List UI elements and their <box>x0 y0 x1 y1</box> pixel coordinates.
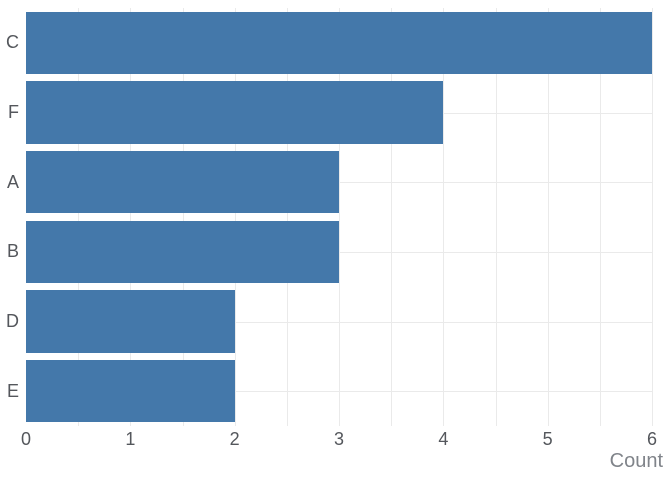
x-tick-label: 1 <box>125 429 136 449</box>
gridline-vertical <box>130 8 132 426</box>
gridline-horizontal <box>26 182 652 184</box>
gridline-vertical <box>182 8 184 426</box>
x-tick-label: 6 <box>646 429 657 449</box>
gridline-vertical <box>443 8 445 426</box>
x-tick-label: 2 <box>229 429 240 449</box>
y-tick-label: F <box>8 102 19 122</box>
y-tick-label: B <box>6 241 19 262</box>
x-axis-title: Count <box>609 450 663 472</box>
gridline-vertical <box>339 8 340 426</box>
x-tick-label: 4 <box>438 429 449 449</box>
gridline-vertical <box>599 8 601 426</box>
gridline-horizontal <box>26 391 652 393</box>
bar-F <box>26 81 444 144</box>
gridline-horizontal <box>26 321 652 323</box>
gridline-vertical <box>547 8 549 426</box>
gridline-vertical <box>286 8 288 426</box>
y-tick-label: E <box>6 380 19 401</box>
gridline-horizontal <box>26 251 652 253</box>
bar-C <box>26 11 652 75</box>
bar-D <box>26 290 235 353</box>
gridline-vertical <box>391 8 393 426</box>
bar-B <box>26 220 339 284</box>
x-tick-label: 5 <box>542 429 553 449</box>
y-tick-label: A <box>6 171 19 192</box>
gridline-vertical <box>495 8 497 426</box>
bar-E <box>26 359 235 423</box>
bar-A <box>26 150 339 214</box>
x-tick-label: 3 <box>333 429 344 449</box>
gridline-vertical <box>234 8 236 426</box>
gridline-vertical <box>78 8 80 426</box>
y-tick-label: C <box>6 32 19 53</box>
y-tick-label: D <box>6 311 19 331</box>
gridline-vertical <box>652 8 653 426</box>
x-tick-label: 0 <box>20 429 31 449</box>
